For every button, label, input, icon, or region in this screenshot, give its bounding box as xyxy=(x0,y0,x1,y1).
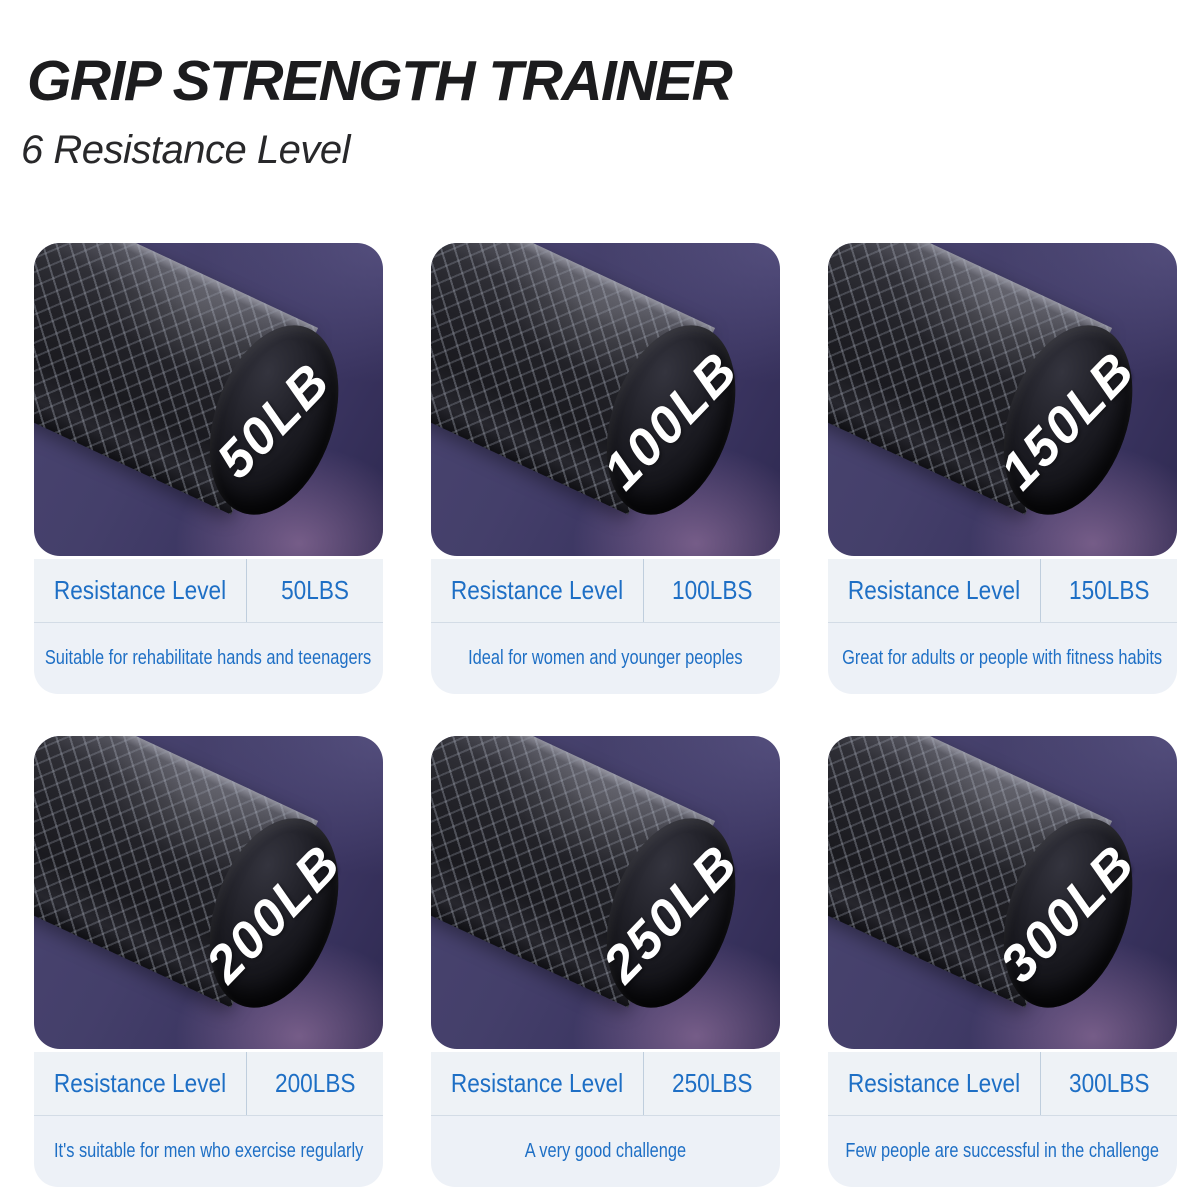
resistance-label-text: Resistance Level xyxy=(53,1068,227,1098)
resistance-label-text: Resistance Level xyxy=(847,575,1021,605)
resistance-cards-grid: 50LB Resistance Level 50LBS Suitable for… xyxy=(34,243,1177,1187)
resistance-spec-row: Resistance Level 300LBS xyxy=(828,1052,1177,1115)
description-row: It's suitable for men who exercise regul… xyxy=(34,1115,383,1187)
page-title: GRIP STRENGTH TRAINER xyxy=(27,49,733,113)
resistance-label-cell: Resistance Level xyxy=(431,1052,644,1115)
description-text: Suitable for rehabilitate hands and teen… xyxy=(45,647,372,669)
resistance-value-cell: 100LBS xyxy=(644,559,780,622)
resistance-value-cell: 50LBS xyxy=(247,559,383,622)
resistance-spec-row: Resistance Level 50LBS xyxy=(34,559,383,622)
description-row: Great for adults or people with fitness … xyxy=(828,622,1177,694)
description-text: Great for adults or people with fitness … xyxy=(842,647,1163,669)
resistance-label-cell: Resistance Level xyxy=(34,559,247,622)
resistance-label-cell: Resistance Level xyxy=(431,559,644,622)
resistance-label-text: Resistance Level xyxy=(847,1068,1021,1098)
resistance-card: 100LB Resistance Level 100LBS Ideal for … xyxy=(431,243,780,694)
resistance-card: 200LB Resistance Level 200LBS It's suita… xyxy=(34,736,383,1187)
resistance-label-text: Resistance Level xyxy=(450,1068,624,1098)
description-row: Few people are successful in the challen… xyxy=(828,1115,1177,1187)
resistance-spec-row: Resistance Level 150LBS xyxy=(828,559,1177,622)
resistance-value-text: 50LBS xyxy=(281,575,349,605)
resistance-value-text: 150LBS xyxy=(1068,575,1150,605)
description-text: Ideal for women and younger peoples xyxy=(468,647,743,669)
resistance-label-cell: Resistance Level xyxy=(828,559,1041,622)
page-subtitle: 6 Resistance Level xyxy=(21,128,350,172)
grip-product-photo: 250LB xyxy=(431,736,780,1049)
resistance-card: 150LB Resistance Level 150LBS Great for … xyxy=(828,243,1177,694)
resistance-card: 50LB Resistance Level 50LBS Suitable for… xyxy=(34,243,383,694)
resistance-card: 250LB Resistance Level 250LBS A very goo… xyxy=(431,736,780,1187)
description-row: Suitable for rehabilitate hands and teen… xyxy=(34,622,383,694)
grip-product-photo: 200LB xyxy=(34,736,383,1049)
resistance-value-cell: 250LBS xyxy=(644,1052,780,1115)
grip-product-photo: 150LB xyxy=(828,243,1177,556)
description-row: Ideal for women and younger peoples xyxy=(431,622,780,694)
resistance-value-cell: 200LBS xyxy=(247,1052,383,1115)
resistance-label-cell: Resistance Level xyxy=(828,1052,1041,1115)
resistance-value-text: 200LBS xyxy=(274,1068,356,1098)
resistance-label-text: Resistance Level xyxy=(53,575,227,605)
resistance-label-cell: Resistance Level xyxy=(34,1052,247,1115)
resistance-value-cell: 150LBS xyxy=(1041,559,1177,622)
resistance-value-text: 100LBS xyxy=(671,575,753,605)
resistance-value-text: 250LBS xyxy=(671,1068,753,1098)
grip-product-photo: 50LB xyxy=(34,243,383,556)
resistance-spec-row: Resistance Level 250LBS xyxy=(431,1052,780,1115)
description-text: It's suitable for men who exercise regul… xyxy=(53,1140,364,1162)
description-row: A very good challenge xyxy=(431,1115,780,1187)
resistance-spec-row: Resistance Level 200LBS xyxy=(34,1052,383,1115)
resistance-value-text: 300LBS xyxy=(1068,1068,1150,1098)
resistance-value-cell: 300LBS xyxy=(1041,1052,1177,1115)
grip-product-photo: 100LB xyxy=(431,243,780,556)
resistance-label-text: Resistance Level xyxy=(450,575,624,605)
resistance-spec-row: Resistance Level 100LBS xyxy=(431,559,780,622)
resistance-card: 300LB Resistance Level 300LBS Few people… xyxy=(828,736,1177,1187)
description-text: A very good challenge xyxy=(524,1140,687,1162)
description-text: Few people are successful in the challen… xyxy=(845,1140,1160,1162)
grip-product-photo: 300LB xyxy=(828,736,1177,1049)
